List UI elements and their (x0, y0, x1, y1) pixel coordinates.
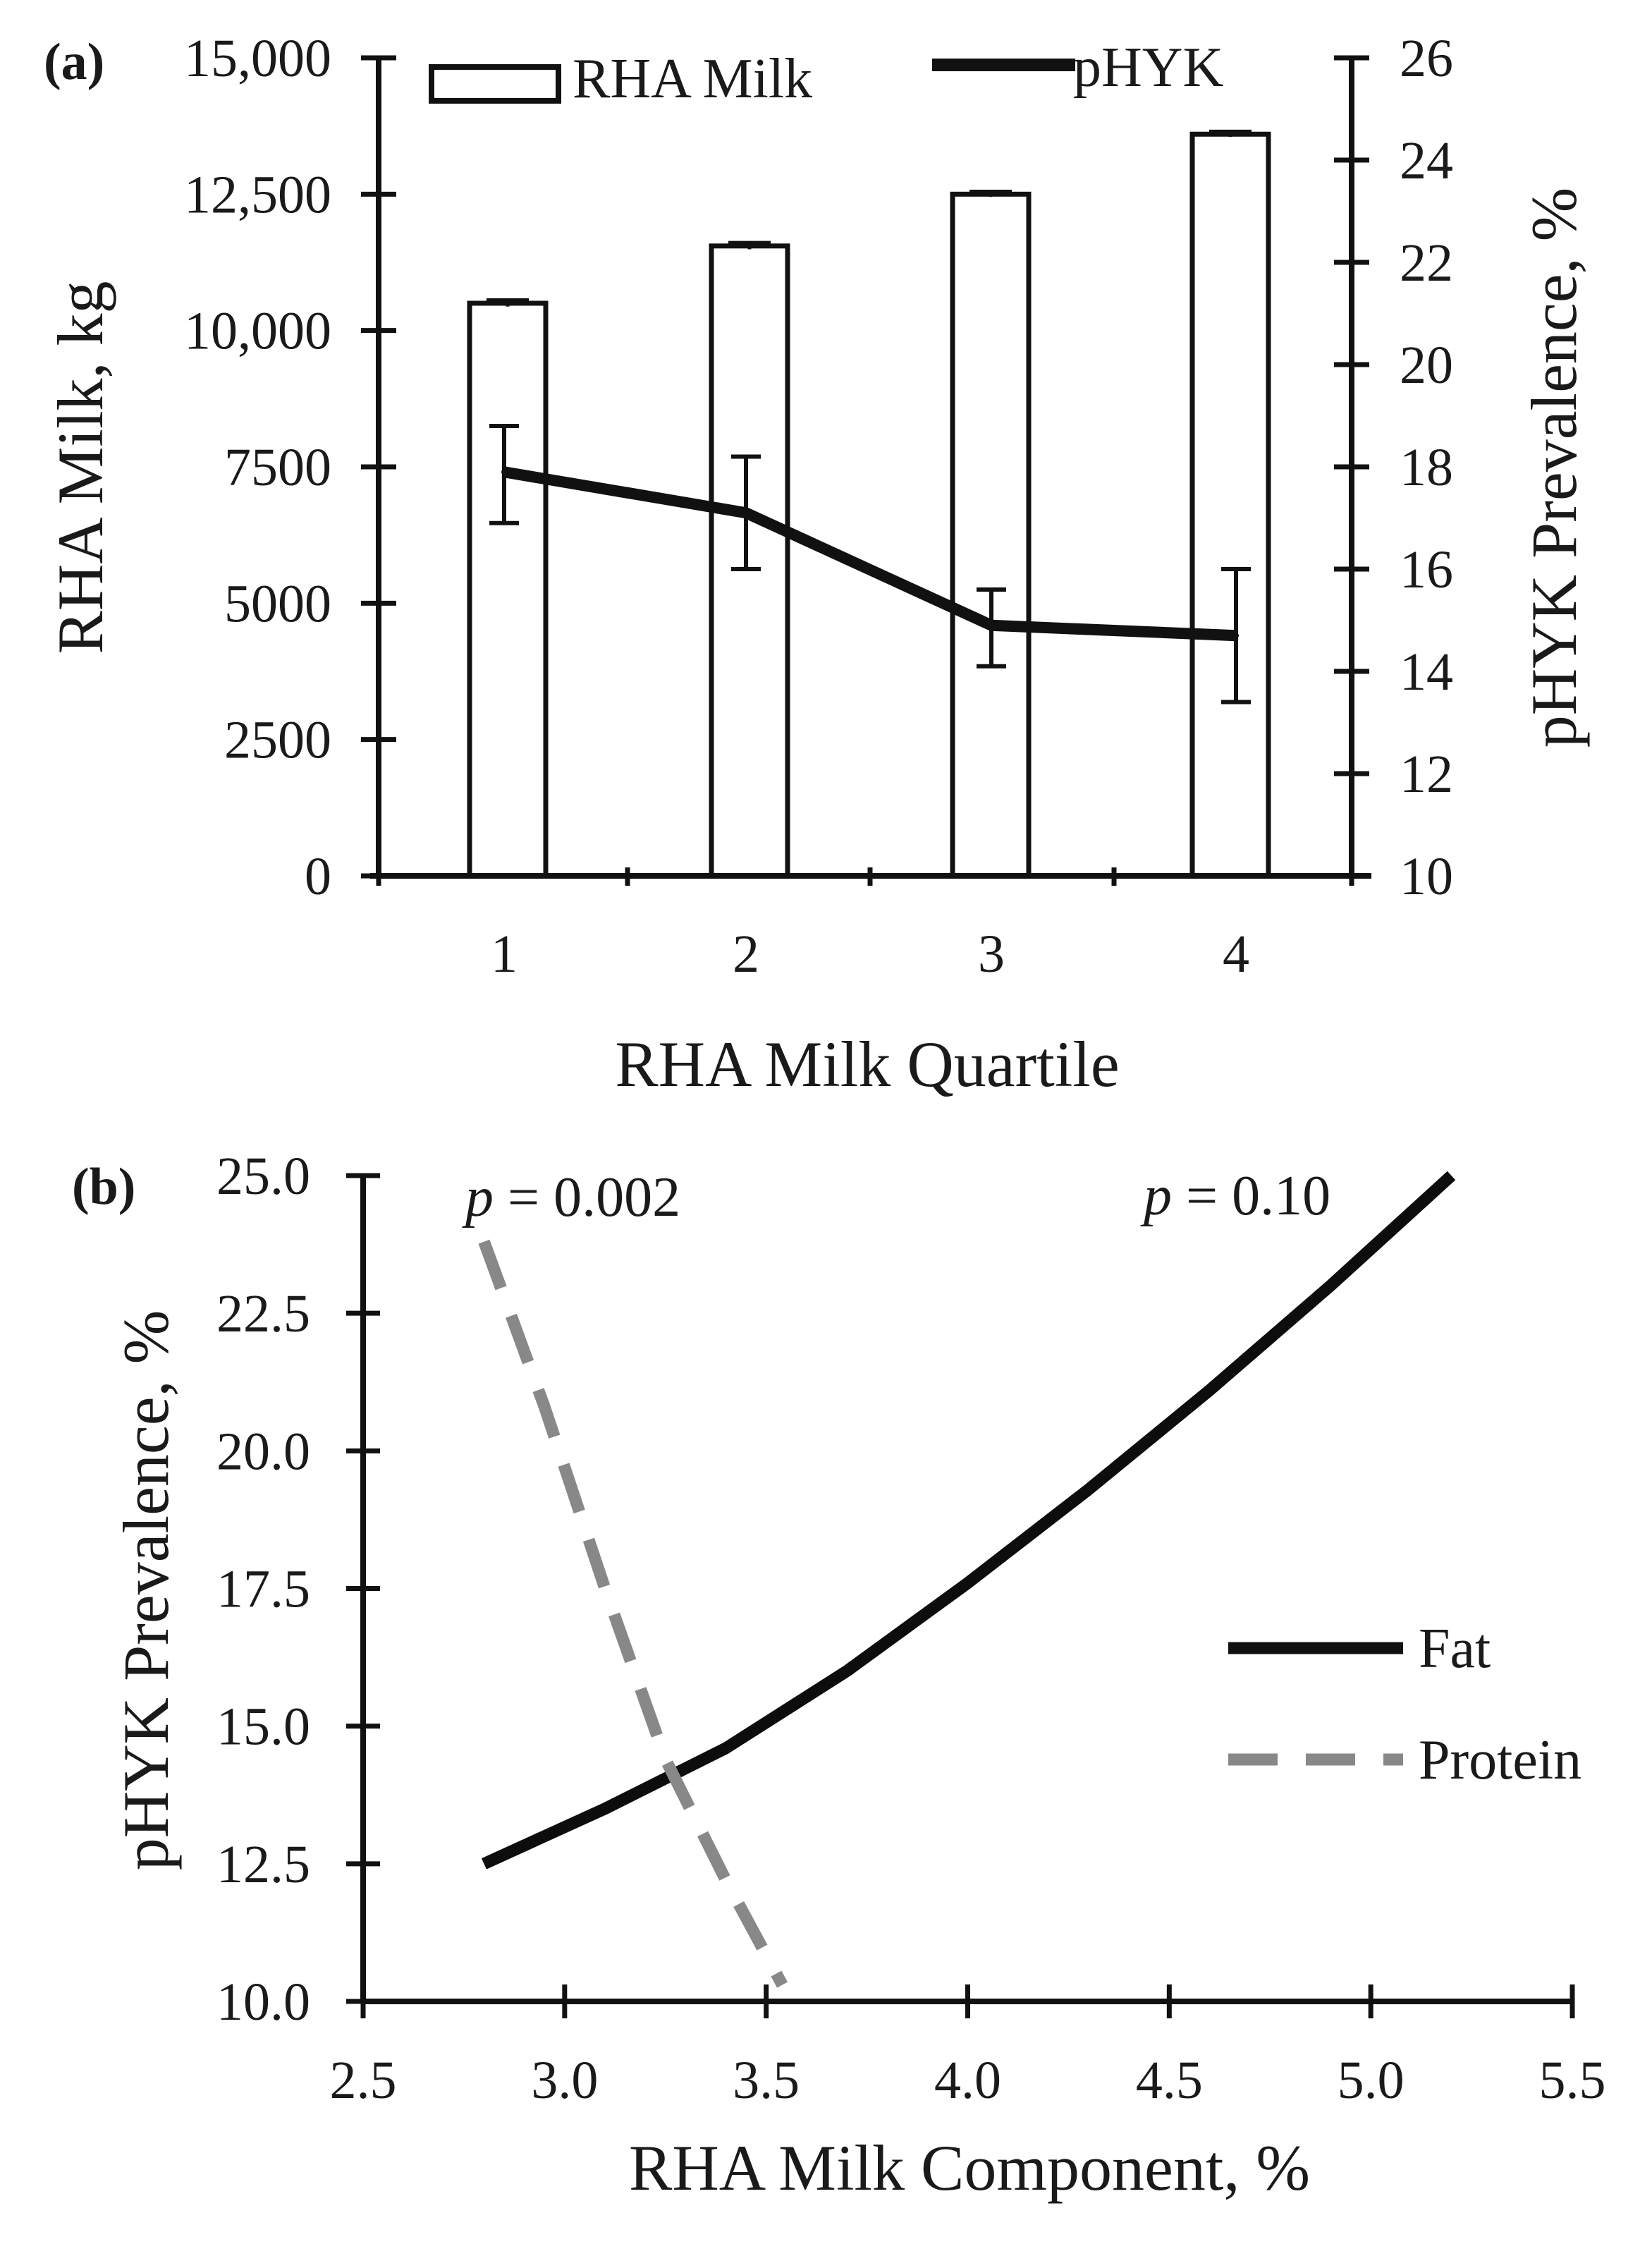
line-series-phyk (501, 466, 1239, 642)
panel-b-label: (b) (72, 1158, 135, 1216)
b-x-tick-label: 4.0 (934, 2051, 1001, 2110)
right-y-tick-label: 18 (1400, 438, 1453, 497)
x-tick-label: 1 (491, 925, 518, 984)
b-y-tick-label: 12.5 (216, 1835, 310, 1894)
b-y-tick-label: 10.0 (216, 1972, 310, 2032)
right-y-axis-label: pHYK Prevalence, % (1518, 188, 1590, 748)
b-x-tick-label: 3.5 (733, 2051, 800, 2110)
right-y-tick-label: 20 (1400, 336, 1453, 395)
b-y-tick-label: 15.0 (216, 1697, 310, 1757)
b-y-tick-label: 25.0 (216, 1147, 310, 1206)
left-y-tick-label: 12,500 (184, 165, 331, 224)
right-y-tick-label: 14 (1400, 642, 1453, 702)
line-phyk (503, 466, 1237, 642)
panel-b: (b) 10.0 12.5 15.0 17.5 20.0 22.5 25.0 2.5 3.0 3… (72, 1147, 1606, 2204)
left-y-tick-label: 0 (305, 847, 331, 906)
bar-rha-milk (467, 300, 549, 879)
b-x-ticks: 2.5 3.0 3.5 4.0 4.5 5.0 5.5 (330, 1984, 1606, 2110)
b-x-axis-label: RHA Milk Component, % (629, 2132, 1310, 2204)
b-x-tick-label: 4.5 (1136, 2051, 1203, 2110)
b-x-tick-label: 5.5 (1539, 2051, 1606, 2110)
b-y-tick-label: 20.0 (216, 1422, 310, 1481)
line-error-bars (489, 424, 1251, 705)
line-fat (481, 1171, 1456, 1870)
x-tick-label: 2 (733, 925, 759, 984)
right-y-tick-label: 26 (1400, 29, 1453, 88)
left-y-tick-label: 7500 (224, 438, 331, 497)
left-y-tick-label: 10,000 (184, 302, 331, 361)
b-x-tick-label: 2.5 (330, 2051, 397, 2110)
annotation-fat-p-value: p = 0.10 (1140, 1165, 1330, 1227)
bar-rha-milk (950, 191, 1032, 879)
x-tick-label: 3 (978, 925, 1005, 984)
right-y-tick-label: 16 (1400, 540, 1453, 599)
left-y-tick-label: 15,000 (184, 29, 331, 88)
right-y-tick-label: 10 (1400, 847, 1453, 906)
legend-a: RHA Milk pHYK (429, 37, 1223, 110)
right-y-ticks: 10 12 14 16 18 20 22 24 26 (1334, 29, 1453, 906)
bar-rha-milk (709, 243, 790, 879)
annotation-protein-p: p (462, 1166, 494, 1228)
annotation-fat-p: p (1140, 1165, 1172, 1227)
b-x-tick-label: 5.0 (1338, 2051, 1405, 2110)
bar-error-bars (487, 129, 1252, 307)
x-tick-label: 4 (1223, 925, 1249, 984)
b-x-tick-label: 3.0 (531, 2051, 598, 2110)
left-y-tick-label: 5000 (224, 574, 331, 633)
annotation-protein-p-value: p = 0.002 (462, 1166, 680, 1228)
x-ticks: 1 2 3 4 (376, 867, 1354, 984)
b-y-ticks: 10.0 12.5 15.0 17.5 20.0 22.5 25.0 (216, 1147, 380, 2032)
legend-label-phyk: pHYK (1073, 37, 1223, 99)
b-y-axis-label: pHYK Prevalence, % (110, 1310, 182, 1871)
annotation-protein-value: = 0.002 (494, 1166, 680, 1228)
legend-swatch-rha-milk (429, 64, 561, 104)
right-y-tick-label: 12 (1400, 745, 1453, 804)
legend-b: Fat Protein (1228, 1618, 1581, 1791)
b-y-tick-label: 22.5 (216, 1284, 310, 1343)
x-axis-label: RHA Milk Quartile (615, 1028, 1120, 1100)
panel-a-label: (a) (44, 33, 104, 91)
line-protein (478, 1239, 788, 1988)
legend-label-rha-milk: RHA Milk (573, 48, 812, 110)
annotation-fat-value: = 0.10 (1172, 1165, 1330, 1227)
bar-rha-milk (1189, 131, 1271, 879)
left-y-ticks: 0 2500 5000 7500 10,000 12,500 15,000 (184, 29, 396, 906)
right-y-tick-label: 24 (1400, 131, 1453, 190)
bar-series-rha-milk (467, 131, 1271, 879)
b-series-lines (478, 1171, 1456, 1988)
left-y-tick-label: 2500 (224, 711, 331, 770)
b-y-tick-label: 17.5 (216, 1560, 310, 1619)
left-y-axis-label: RHA Milk, kg (44, 281, 116, 654)
legend-label-fat: Fat (1419, 1618, 1491, 1680)
right-y-tick-label: 22 (1400, 233, 1453, 293)
legend-label-protein: Protein (1419, 1729, 1581, 1791)
